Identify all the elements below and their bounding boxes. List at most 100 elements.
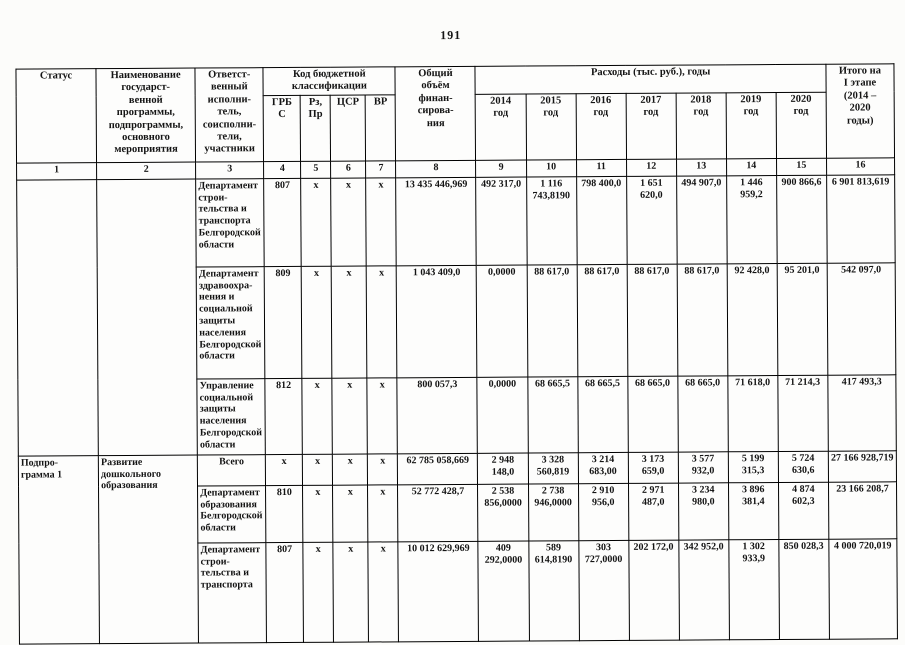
col-header-year-2015: 2015 год xyxy=(525,93,577,160)
col-header-program: Наименование государст- венной программы… xyxy=(96,68,196,163)
cell-2018: 342 952,0 xyxy=(678,539,730,640)
cell-2016: 3 214 683,00 xyxy=(577,452,629,484)
cell-grbs: х xyxy=(265,454,303,486)
cell-total: 52 772 428,7 xyxy=(397,484,479,542)
cell-2017: 2 971 487,0 xyxy=(628,482,679,541)
cell-2014: 2 538 856,0000 xyxy=(477,483,529,542)
cell-stage-total: 6 901 813,619 xyxy=(826,174,896,263)
col-number: 7 xyxy=(365,160,397,178)
cell-csr: х xyxy=(330,177,367,266)
cell-rz-pr: х xyxy=(303,541,334,643)
col-header-status: Статус xyxy=(15,68,97,163)
cell-2018: 3 234 980,0 xyxy=(678,482,729,540)
cell-stage-total: 27 166 928,719 xyxy=(828,450,897,482)
col-number: 8 xyxy=(395,160,477,178)
col-number: 1 xyxy=(16,162,97,180)
col-header-year-2020: 2020 год xyxy=(775,91,827,159)
col-number: 11 xyxy=(576,159,627,177)
col-header-expenses: Расходы (тыс. руб.), годы xyxy=(475,64,826,95)
table-row: Департамент строи- тельства и транспорта… xyxy=(16,174,896,456)
cell-2017: 202 172,0 xyxy=(628,539,680,641)
cell-rz-pr: х xyxy=(301,265,333,379)
cell-2018: 68 665,0 xyxy=(677,375,729,452)
cell-grbs: 812 xyxy=(265,378,303,455)
cell-executor: Всего xyxy=(197,454,266,486)
cell-vr: х xyxy=(367,377,398,454)
cell-2016: 2 910 956,0 xyxy=(578,483,629,541)
col-number: 14 xyxy=(726,158,777,176)
col-header-total-volume: Общий объём финан- сирова- ния xyxy=(395,66,477,161)
col-header-rz-pr: Рз, Пр xyxy=(300,94,331,162)
col-number: 10 xyxy=(526,159,577,177)
cell-2020: 4 874 602,3 xyxy=(778,481,829,540)
cell-stage-total: 417 493,3 xyxy=(827,374,897,451)
cell-2017: 3 173 659,0 xyxy=(627,451,679,484)
cell-2017: 88 617,0 xyxy=(626,263,678,377)
col-header-year-2014: 2014 год xyxy=(475,93,527,161)
cell-vr: х xyxy=(367,453,398,485)
cell-total: 13 435 446,969 xyxy=(396,177,477,266)
cell-rz-pr: х xyxy=(302,484,334,543)
cell-rz-pr: х xyxy=(302,377,333,455)
cell-2015: 88 617,0 xyxy=(526,264,578,377)
cell-2020: 71 214,3 xyxy=(777,374,829,452)
cell-2019: 3 896 381,4 xyxy=(728,482,779,540)
cell-2018: 88 617,0 xyxy=(676,263,728,376)
col-header-grbs: ГРБ С xyxy=(263,95,301,162)
cell-2014: 492 317,0 xyxy=(476,176,527,266)
cell-2015: 1 116 743,8190 xyxy=(526,176,577,265)
page-number: 191 xyxy=(440,27,462,43)
cell-2020: 900 866,6 xyxy=(776,174,827,264)
cell-executor: Департамент здравоохра- нения и социальн… xyxy=(196,266,266,379)
cell-2015: 3 328 560,819 xyxy=(527,452,579,484)
cell-grbs: 807 xyxy=(266,542,304,643)
col-number: 2 xyxy=(96,161,196,180)
cell-grbs: 809 xyxy=(264,266,303,379)
col-number: 3 xyxy=(195,161,264,179)
cell-csr: х xyxy=(332,484,369,542)
col-header-stage-total: Итого на I этапе (2014 – 2020 годы) xyxy=(825,63,895,158)
cell-2020: 850 028,3 xyxy=(778,538,830,640)
cell-rz-pr: х xyxy=(302,453,333,486)
cell-2014: 2 948 148,0 xyxy=(477,452,529,485)
cell-2015: 589 614,8190 xyxy=(528,540,580,641)
col-header-year-2017: 2017 год xyxy=(625,92,677,160)
cell-2019: 5 199 315,3 xyxy=(728,451,779,483)
cell-stage-total: 23 166 208,7 xyxy=(828,481,897,539)
cell-program: Развитие дошкольного образования xyxy=(98,454,199,644)
col-number: 9 xyxy=(476,159,527,178)
cell-2017: 68 665,0 xyxy=(627,375,678,453)
cell-2014: 409 292,0000 xyxy=(478,540,529,642)
cell-grbs: 807 xyxy=(263,178,302,267)
col-header-year-2019: 2019 год xyxy=(725,92,777,159)
col-header-vr: ВР xyxy=(365,94,396,161)
cell-2016: 798 400,0 xyxy=(576,176,627,265)
cell-program xyxy=(96,178,198,456)
cell-2014: 0,0000 xyxy=(476,264,528,378)
cell-status: Подпро- грамма 1 xyxy=(18,455,100,644)
col-number: 12 xyxy=(626,158,677,177)
cell-total: 800 057,3 xyxy=(397,377,478,454)
col-header-budget-code: Код бюджетной классификации xyxy=(263,66,396,96)
col-number: 6 xyxy=(330,160,366,178)
cell-2020: 5 724 630,6 xyxy=(778,450,829,483)
col-header-year-2016: 2016 год xyxy=(575,93,627,160)
col-number: 13 xyxy=(676,158,727,176)
cell-2019: 1 446 959,2 xyxy=(726,175,777,264)
cell-executor: Управление социальной защиты населения Б… xyxy=(197,378,266,455)
cell-total: 62 785 058,669 xyxy=(397,453,478,485)
cell-2016: 68 665,5 xyxy=(577,376,628,453)
cell-vr: х xyxy=(368,541,399,642)
cell-2019: 92 428,0 xyxy=(726,263,778,376)
cell-rz-pr: х xyxy=(300,177,332,267)
col-header-year-2018: 2018 год xyxy=(675,92,727,159)
cell-2019: 71 618,0 xyxy=(727,375,779,452)
cell-executor: Департамент строи- тельства и транспорта xyxy=(198,542,267,643)
cell-stage-total: 4 000 720,019 xyxy=(828,538,898,639)
cell-2016: 303 727,0000 xyxy=(578,540,630,641)
cell-2017: 1 651 620,0 xyxy=(626,175,677,265)
cell-2018: 3 577 932,0 xyxy=(677,451,729,483)
cell-2015: 2 738 946,0000 xyxy=(528,483,579,541)
cell-csr: х xyxy=(333,541,369,642)
